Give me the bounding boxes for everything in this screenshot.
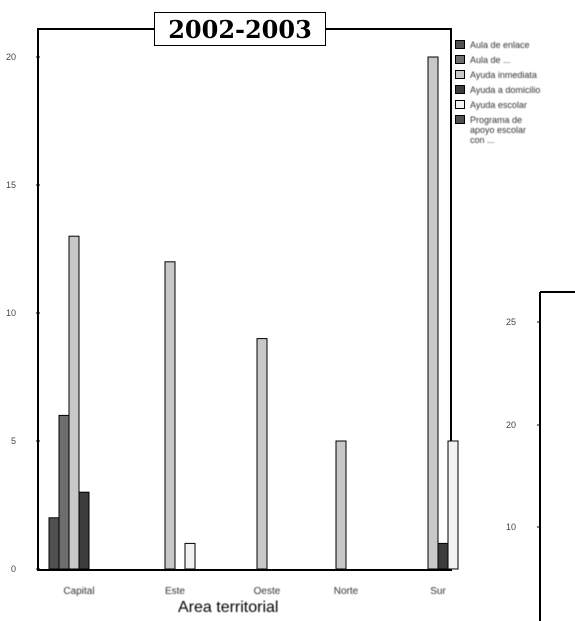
legend-item: Ayuda a domicilio bbox=[455, 85, 575, 95]
bar bbox=[256, 338, 268, 570]
legend-label: Aula de enlace bbox=[470, 40, 530, 50]
bar bbox=[48, 517, 60, 570]
x-tick-label: Oeste bbox=[254, 586, 281, 597]
second-y-tick-label: 20 bbox=[506, 420, 516, 430]
bar bbox=[78, 491, 90, 570]
bar bbox=[335, 440, 347, 570]
legend-swatch bbox=[455, 55, 465, 64]
x-axis-title: Area territorial bbox=[178, 599, 279, 616]
bar bbox=[437, 542, 449, 570]
legend-swatch bbox=[455, 40, 465, 49]
bars-group bbox=[48, 56, 459, 570]
second-y-tick-label: 10 bbox=[506, 522, 516, 532]
x-tick-label: Sur bbox=[430, 586, 446, 597]
y-tick-label: 10 bbox=[6, 308, 16, 318]
bar bbox=[447, 440, 459, 570]
legend-label: Ayuda a domicilio bbox=[470, 85, 541, 95]
legend-label: Programa de apoyo escolar con ... bbox=[470, 115, 527, 145]
bar bbox=[58, 414, 70, 570]
y-tick-label: 5 bbox=[11, 436, 16, 446]
x-tick-label: Este bbox=[165, 586, 185, 597]
y-tick-label: 0 bbox=[11, 564, 16, 574]
legend-swatch bbox=[455, 70, 465, 79]
bar bbox=[164, 261, 176, 570]
legend-swatch bbox=[455, 85, 465, 94]
legend-item: Programa de apoyo escolar con ... bbox=[455, 115, 575, 145]
bar bbox=[427, 56, 439, 570]
legend-item: Ayuda inmediata bbox=[455, 70, 575, 80]
legend-label: Ayuda inmediata bbox=[470, 70, 537, 80]
x-axis-tick-labels: Capital Este Oeste Norte Sur bbox=[63, 586, 446, 597]
chart-title-text: 2002-2003 bbox=[168, 14, 312, 44]
second-chart-y-ticks: 10 20 25 bbox=[506, 317, 541, 532]
chart-title: 2002-2003 bbox=[154, 12, 326, 46]
legend-label: Ayuda escolar bbox=[470, 100, 527, 110]
legend-item: Aula de enlace bbox=[455, 40, 575, 50]
legend-swatch bbox=[455, 100, 465, 109]
legend-item: Aula de ... bbox=[455, 55, 575, 65]
plot-frame bbox=[37, 28, 452, 571]
y-tick-label: 15 bbox=[6, 180, 16, 190]
legend-label: Aula de ... bbox=[470, 55, 511, 65]
bar bbox=[68, 235, 80, 570]
bar bbox=[184, 542, 196, 570]
x-tick-label: Capital bbox=[63, 586, 94, 597]
legend-item: Ayuda escolar bbox=[455, 100, 575, 110]
y-tick-label: 20 bbox=[6, 52, 16, 62]
legend-swatch bbox=[455, 115, 465, 124]
legend: Aula de enlace Aula de ... Ayuda inmediata… bbox=[455, 40, 575, 150]
y-axis-ticks: 0 5 10 15 20 bbox=[6, 52, 40, 574]
x-tick-label: Norte bbox=[334, 586, 359, 597]
second-y-tick-label: 25 bbox=[506, 317, 516, 327]
